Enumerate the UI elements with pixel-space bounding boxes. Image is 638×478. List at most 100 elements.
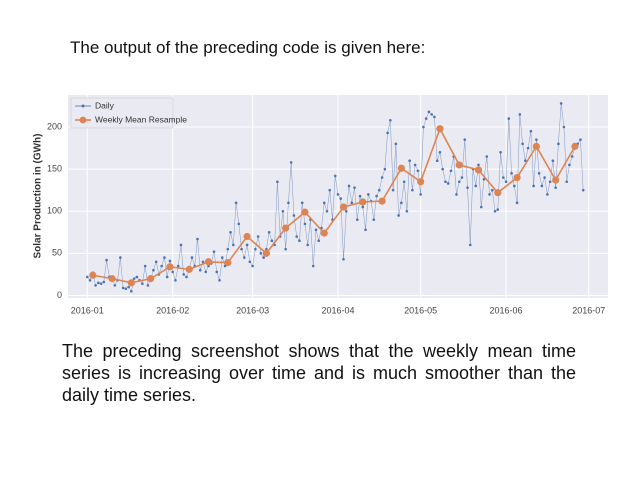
daily-point [466,186,469,189]
daily-point [515,201,519,205]
daily-point [529,129,533,133]
weekly-point [185,265,193,273]
daily-point [237,222,241,226]
daily-point [303,222,307,226]
weekly-point [301,208,309,216]
weekly-point [552,176,560,184]
daily-point [284,247,287,251]
daily-point [391,188,395,192]
daily-point [300,201,304,205]
daily-point [386,131,389,135]
daily-point [322,201,326,205]
daily-point [270,239,274,243]
daily-point [168,259,172,263]
daily-point [229,230,232,234]
weekly-point [494,189,502,197]
header-text: The output of the preceding code is give… [70,38,426,57]
daily-point [143,264,147,268]
weekly-point [378,197,386,205]
daily-point [441,167,444,171]
daily-point [336,193,340,196]
daily-point [85,275,89,279]
daily-point [468,243,472,247]
weekly-point [127,279,135,287]
caption-text: The preceding screenshot shows that the … [62,341,576,405]
daily-point [146,284,150,287]
daily-point [102,280,106,284]
daily-point [141,282,144,285]
daily-point [490,188,494,192]
daily-point [265,247,268,251]
daily-point [455,193,458,196]
daily-point [212,250,216,253]
daily-point [124,287,128,291]
x-tick-label: 2016-02 [156,305,189,315]
daily-point [499,150,502,154]
daily-point [355,218,359,221]
daily-point [435,159,439,163]
daily-point [289,161,293,164]
daily-point [314,228,318,232]
daily-point [333,174,337,178]
y-axis-label: Solar Production in (GWh) [33,134,44,259]
daily-point [353,186,356,189]
daily-point [559,102,563,105]
daily-point [160,264,163,268]
daily-point [378,188,381,192]
daily-point [521,142,524,146]
daily-point [394,142,398,146]
weekly-point [339,203,348,211]
daily-point [557,142,560,146]
daily-point [226,247,230,251]
daily-point [113,284,117,287]
y-tick-label: 50 [52,248,62,258]
daily-point [430,113,433,116]
daily-point [504,180,508,184]
daily-point [176,264,180,268]
daily-point [119,256,122,259]
daily-point [502,176,505,179]
daily-point [94,284,97,287]
daily-point [135,275,139,279]
weekly-point [359,198,367,206]
daily-point [132,277,136,280]
daily-point [350,201,354,205]
daily-point [220,256,224,259]
daily-point [287,201,290,205]
legend-box [70,97,174,129]
daily-point [342,257,345,261]
x-tick-label: 2016-01 [71,305,104,315]
weekly-point [513,173,521,182]
daily-point [419,193,422,196]
daily-point [537,172,541,175]
daily-point [526,146,530,150]
daily-point [400,201,403,205]
daily-point [397,214,400,217]
daily-point [163,256,166,259]
daily-point [171,270,174,274]
daily-point [513,184,516,188]
daily-point [383,167,387,171]
daily-point [251,264,254,268]
daily-point [234,201,238,205]
daily-point [543,176,546,179]
daily-point [267,230,271,234]
weekly-point [166,263,174,271]
x-tick-label: 2016-06 [490,305,523,315]
daily-point [281,209,285,213]
legend-marker [81,104,85,108]
y-tick-label: 100 [47,206,62,216]
daily-point [240,247,243,251]
weekly-point [532,142,540,150]
chart: Solar Production in (GWh) 0 50 100 150 200 20… [33,95,608,315]
daily-point [507,117,511,120]
daily-point [416,169,420,173]
daily-point [510,172,513,175]
daily-point [518,113,522,116]
daily-point [97,281,100,285]
daily-point [457,180,461,184]
daily-point [306,243,309,247]
daily-point [581,188,585,192]
daily-point [325,209,329,213]
daily-point [254,247,257,251]
